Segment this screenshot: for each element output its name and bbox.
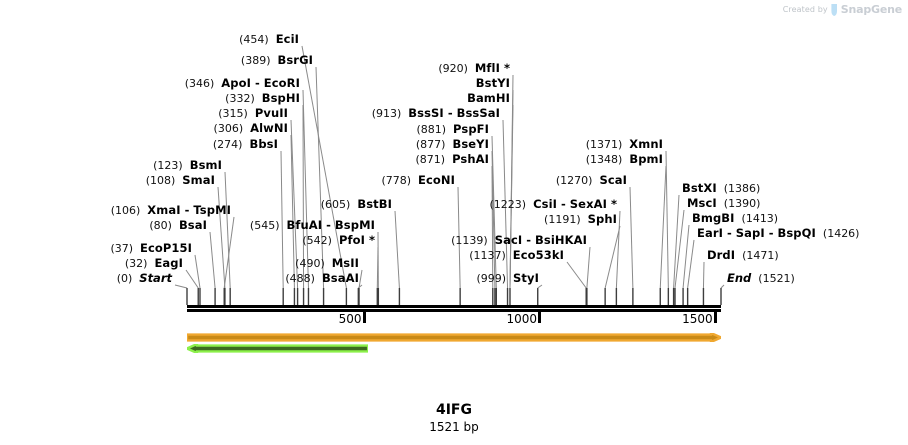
watermark-prefix: Created by: [782, 5, 828, 14]
enzyme-label-pspfi[interactable]: (881) PspFI: [416, 122, 489, 136]
enzyme-label-bsaai[interactable]: (488) BsaAI: [285, 271, 359, 285]
sequence-name: 4IFG: [435, 402, 472, 418]
enzyme-label-bpmi[interactable]: (1348) BpmI: [585, 152, 663, 166]
enzyme-label-apoi[interactable]: (346) ApoI - EcoRI: [184, 76, 300, 90]
enzyme-label-pshai[interactable]: (871) PshAI: [415, 152, 489, 166]
terminal-label-start[interactable]: (0) Start: [116, 271, 172, 285]
enzyme-label-scai[interactable]: (1270) ScaI: [555, 173, 627, 187]
feature-arrow-shape: [187, 344, 369, 353]
enzyme-labels-layer: (454) EciI (389) BsrGI (346) ApoI - EcoRI(…: [110, 32, 860, 285]
sequence-length: 1521 bp: [429, 420, 479, 434]
enzyme-label-ecop15i[interactable]: (37) EcoP15I: [110, 241, 192, 255]
enzyme-label-bsrgi[interactable]: (389) BsrGI: [240, 53, 313, 67]
enzyme-label-ecii[interactable]: (454) EciI: [239, 32, 299, 46]
enzyme-label-bfuai[interactable]: (545) BfuAI - BspMI: [249, 218, 375, 232]
enzyme-label-bmgbi[interactable]: BmgBI (1413): [692, 211, 779, 225]
enzyme-label-bbsi[interactable]: (274) BbsI: [212, 137, 278, 151]
enzyme-label-eari[interactable]: EarI - SapI - BspQI (1426): [697, 226, 860, 240]
snapgene-watermark: Created by SnapGene: [783, 3, 902, 16]
watermark-brand: SnapGene: [840, 3, 902, 16]
feature-arrow-source-feature[interactable]: [187, 333, 721, 342]
sequence-backbone-shadow: [187, 309, 721, 312]
enzyme-label-econi[interactable]: (778) EcoNI: [381, 173, 455, 187]
enzyme-label-bsphi[interactable]: (332) BspHI: [225, 91, 300, 105]
enzyme-label-pfoi[interactable]: (542) PfoI *: [302, 233, 375, 247]
ruler-tick-mark: [362, 312, 366, 323]
ruler-tick-mark: [538, 312, 542, 323]
ruler-tick-500: 500: [338, 312, 362, 326]
enzyme-label-bstyi[interactable]: BstYI: [475, 76, 510, 90]
enzyme-label-mfli[interactable]: (920) MflI *: [438, 61, 510, 75]
sequence-backbone: [187, 305, 721, 308]
ruler-tick-mark: [713, 312, 717, 323]
enzyme-label-eco53ki[interactable]: (1137) Eco53kI: [469, 248, 564, 262]
enzyme-label-bseyi[interactable]: (877) BseYI: [415, 137, 489, 151]
feature-arrow-shape: [187, 333, 721, 342]
enzyme-label-saci[interactable]: (1139) SacI - BsiHKAI: [451, 233, 587, 247]
enzyme-label-msci[interactable]: MscI (1390): [687, 196, 761, 210]
feature-arrow-cds-feature[interactable]: [187, 344, 369, 353]
ruler-tick-1500: 1500: [682, 312, 713, 326]
snapgene-logo-icon: [831, 3, 838, 16]
enzyme-label-bstbi[interactable]: (605) BstBI: [320, 197, 392, 211]
enzyme-label-pvuii[interactable]: (315) PvuII: [218, 106, 288, 120]
enzyme-label-drdi[interactable]: DrdI (1471): [707, 248, 779, 262]
enzyme-label-xmni[interactable]: (1371) XmnI: [585, 137, 663, 151]
enzyme-label-bamhi[interactable]: BamHI: [467, 91, 510, 105]
enzyme-label-xmai[interactable]: (106) XmaI - TspMI: [110, 203, 231, 217]
enzyme-label-alwni[interactable]: (306) AlwNI: [213, 121, 288, 135]
enzyme-label-csii[interactable]: (1223) CsiI - SexAI *: [489, 197, 617, 211]
enzyme-label-bstxi[interactable]: BstXI (1386): [682, 181, 761, 195]
enzyme-label-msii[interactable]: (490) MsII: [295, 256, 359, 270]
enzyme-label-sphi[interactable]: (1191) SphI: [544, 212, 617, 226]
ruler-tick-1000: 1000: [506, 312, 538, 326]
enzyme-label-bsmi[interactable]: (123) BsmI: [153, 158, 222, 172]
enzyme-label-smai[interactable]: (108) SmaI: [145, 173, 215, 187]
enzyme-label-bsai[interactable]: (80) BsaI: [149, 218, 207, 232]
enzyme-label-eagi[interactable]: (32) EagI: [124, 256, 183, 270]
title-block: 4IFG 1521 bp: [0, 402, 908, 434]
terminal-label-end[interactable]: End (1521): [727, 271, 795, 285]
enzyme-label-styi[interactable]: (999) StyI: [476, 271, 539, 285]
enzyme-label-bsssi[interactable]: (913) BssSI - BssSaI: [371, 106, 500, 120]
